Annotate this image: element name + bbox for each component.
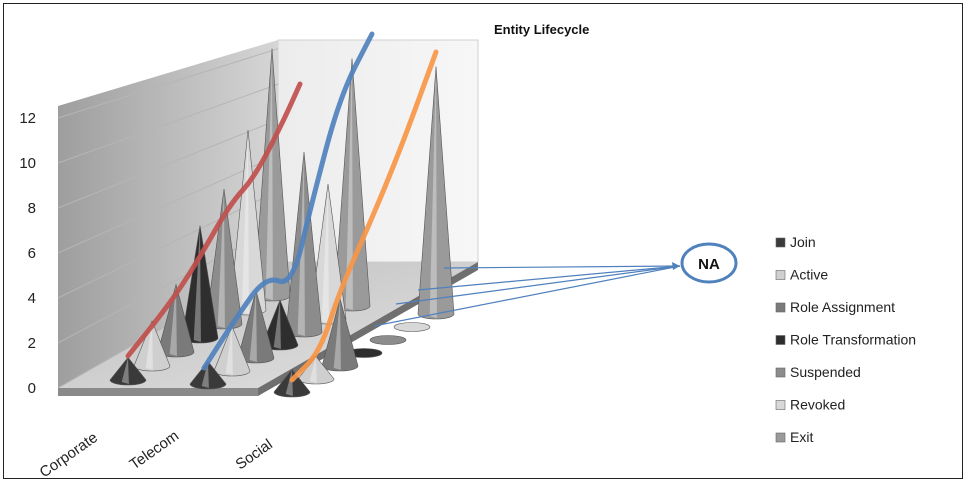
legend-swatch — [775, 335, 786, 345]
y-tick-label: 10 — [19, 155, 36, 172]
na-arrow-line — [395, 265, 681, 305]
cone-highlight — [145, 321, 153, 370]
category-labels: Corporate Telecom Social — [37, 427, 276, 481]
cone-highlight — [249, 290, 257, 362]
cone-mark — [189, 361, 227, 390]
y-tick-label: 4 — [28, 290, 36, 307]
y-tick-label: 2 — [28, 335, 36, 352]
cone-highlight — [321, 184, 329, 323]
side-wall — [58, 40, 278, 388]
na-annotation: NA — [680, 242, 738, 284]
legend: Join Active Role Assignment Role Transforma… — [775, 234, 916, 445]
na-arrow-line — [443, 265, 681, 269]
category-label: Social — [233, 436, 276, 473]
cone-highlight — [265, 48, 273, 300]
cone-highlight — [201, 361, 209, 388]
zero-value-disc — [369, 335, 407, 345]
floor-front-edge — [58, 388, 258, 396]
cone-highlight — [273, 300, 281, 349]
na-ellipse — [680, 242, 738, 284]
trend-line — [201, 31, 375, 371]
na-arrows — [373, 262, 681, 327]
legend-label: Role Assignment — [790, 299, 895, 315]
gridline — [57, 83, 279, 164]
gridline — [57, 48, 279, 119]
cone-mark — [417, 66, 455, 320]
y-axis-ticks: 0 2 4 6 8 10 12 — [19, 110, 36, 397]
legend-swatch — [775, 367, 786, 378]
legend-swatch — [775, 432, 786, 443]
na-arrow-line — [417, 265, 681, 291]
cone-highlight — [333, 298, 341, 370]
cone-highlight — [217, 189, 225, 328]
y-tick-label: 8 — [28, 200, 36, 217]
cone-highlight — [169, 284, 177, 356]
gridline — [57, 154, 279, 254]
y-tick-label: 6 — [28, 245, 36, 262]
cone-highlight — [225, 326, 233, 375]
y-tick-label: 0 — [28, 380, 36, 397]
cone-marks — [109, 48, 455, 398]
na-arrow-line — [373, 265, 681, 327]
legend-swatch — [775, 302, 786, 313]
legend-label: Role Transformation — [790, 332, 916, 348]
cone-highlight — [309, 356, 317, 383]
cone-highlight — [121, 357, 129, 384]
legend-label: Revoked — [790, 397, 845, 413]
trend-line — [125, 81, 303, 359]
cone-highlight — [285, 369, 293, 396]
legend-label: Join — [790, 234, 816, 250]
category-label: Corporate — [37, 429, 101, 481]
gridline — [57, 119, 279, 209]
legend-label: Suspended — [790, 364, 861, 380]
cone-mark — [109, 357, 147, 386]
zero-value-disc — [393, 322, 431, 332]
na-arrow-head — [672, 262, 680, 270]
category-label: Telecom — [127, 427, 183, 473]
chart-title: Entity Lifecycle — [494, 22, 589, 37]
trend-lines — [125, 31, 439, 383]
y-tick-label: 12 — [19, 110, 36, 127]
legend-label: Active — [790, 267, 828, 283]
legend-swatch — [775, 270, 786, 280]
legend-swatch — [775, 400, 786, 410]
cone-highlight — [429, 66, 437, 318]
trend-line — [289, 49, 439, 383]
na-label: NA — [698, 256, 720, 273]
cone-highlight — [241, 130, 249, 314]
legend-label: Exit — [790, 429, 813, 445]
legend-swatch — [775, 237, 786, 248]
cone-highlight — [345, 58, 353, 310]
cone-mark — [273, 369, 311, 398]
